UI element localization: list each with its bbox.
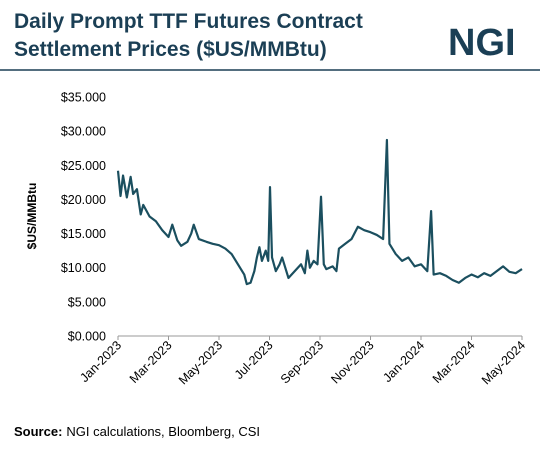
logo: NGI (448, 22, 516, 64)
chart-title-line: Settlement Prices ($US/MMBtu) (14, 38, 327, 61)
x-tick-label: Sep-2023 (278, 338, 326, 386)
source-label: Source: (14, 424, 62, 439)
y-tick-label: $20.000 (61, 193, 106, 207)
x-tick-label: Nov-2023 (328, 338, 376, 386)
y-tick-label: $25.000 (61, 159, 106, 173)
x-tick-label: Mar-2023 (127, 338, 175, 386)
y-tick-label: $30.000 (61, 125, 106, 139)
y-tick-label: $10.000 (61, 261, 106, 275)
x-tick-label: May-2024 (479, 338, 528, 387)
x-tick-label: Jul-2023 (232, 338, 276, 382)
y-tick-label: $0.000 (68, 330, 106, 344)
price-line (116, 138, 523, 286)
y-tick-label: $15.000 (61, 227, 106, 241)
x-tick-label: Jan-2023 (77, 338, 124, 385)
source-text: NGI calculations, Bloomberg, CSI (66, 424, 260, 439)
x-tick-label: Mar-2024 (430, 338, 478, 386)
y-tick-label: $35.000 (61, 91, 106, 105)
source: Source: NGI calculations, Bloomberg, CSI (14, 424, 260, 439)
x-tick-label: May-2023 (176, 338, 225, 387)
y-axis-label: $US/MMBtu (25, 183, 39, 250)
y-tick-label: $5.000 (68, 295, 106, 309)
x-tick-label: Jan-2024 (380, 338, 427, 385)
chart-title-line: Daily Prompt TTF Futures Contract (14, 10, 363, 33)
